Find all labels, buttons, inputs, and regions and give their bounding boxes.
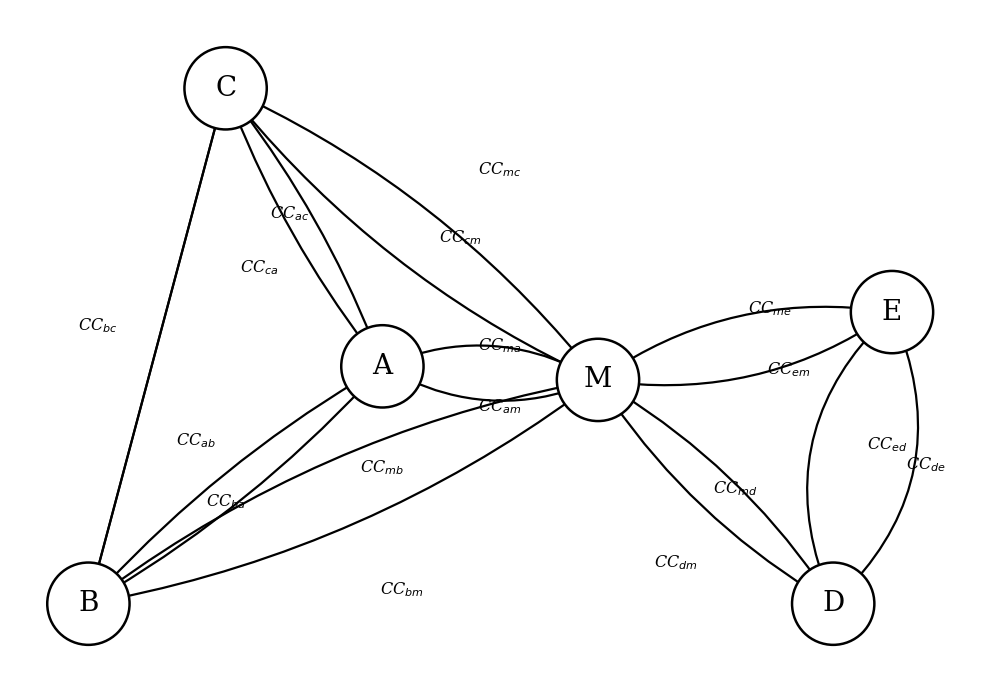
Ellipse shape: [184, 47, 267, 129]
Text: CC$_{bc}$: CC$_{bc}$: [78, 316, 118, 335]
FancyArrowPatch shape: [405, 378, 572, 401]
Ellipse shape: [851, 271, 933, 353]
FancyArrowPatch shape: [105, 381, 359, 585]
Text: CC$_{bm}$: CC$_{bm}$: [380, 581, 424, 599]
Text: CC$_{ab}$: CC$_{ab}$: [176, 432, 216, 450]
Text: CC$_{am}$: CC$_{am}$: [478, 398, 522, 417]
FancyArrowPatch shape: [112, 385, 365, 590]
Text: A: A: [372, 353, 392, 380]
FancyArrowPatch shape: [852, 336, 918, 584]
FancyArrowPatch shape: [408, 345, 576, 368]
FancyArrowPatch shape: [108, 383, 571, 589]
Text: M: M: [584, 366, 612, 394]
Ellipse shape: [792, 563, 874, 645]
FancyArrowPatch shape: [115, 395, 578, 601]
FancyArrowPatch shape: [623, 327, 869, 385]
Text: CC$_{mb}$: CC$_{mb}$: [360, 459, 404, 477]
Text: CC$_{ac}$: CC$_{ac}$: [270, 204, 309, 223]
Text: D: D: [822, 590, 844, 617]
FancyArrowPatch shape: [241, 108, 373, 340]
Text: CC$_{em}$: CC$_{em}$: [767, 361, 811, 379]
Ellipse shape: [557, 339, 639, 421]
Text: CC$_{ma}$: CC$_{ma}$: [478, 336, 522, 356]
Text: CC$_{me}$: CC$_{me}$: [748, 300, 791, 318]
FancyArrowPatch shape: [613, 403, 812, 591]
Text: B: B: [78, 590, 99, 617]
Text: C: C: [215, 75, 236, 102]
Ellipse shape: [47, 563, 130, 645]
Text: CC$_{dm}$: CC$_{dm}$: [654, 554, 698, 572]
Text: CC$_{de}$: CC$_{de}$: [906, 455, 946, 474]
FancyArrowPatch shape: [235, 114, 367, 347]
Text: CC$_{md}$: CC$_{md}$: [713, 479, 758, 498]
FancyArrowPatch shape: [621, 307, 867, 365]
FancyArrowPatch shape: [250, 100, 582, 361]
Text: CC$_{ca}$: CC$_{ca}$: [240, 259, 279, 277]
FancyArrowPatch shape: [807, 331, 873, 581]
Text: CC$_{ed}$: CC$_{ed}$: [867, 435, 907, 454]
Text: CC$_{cm}$: CC$_{cm}$: [439, 228, 482, 247]
FancyArrowPatch shape: [95, 115, 221, 579]
FancyArrowPatch shape: [241, 108, 573, 368]
FancyArrowPatch shape: [619, 393, 818, 581]
Text: CC$_{ba}$: CC$_{ba}$: [206, 493, 246, 511]
FancyArrowPatch shape: [93, 113, 219, 577]
Ellipse shape: [341, 325, 424, 408]
Text: CC$_{mc}$: CC$_{mc}$: [478, 161, 522, 179]
Text: E: E: [882, 298, 902, 326]
